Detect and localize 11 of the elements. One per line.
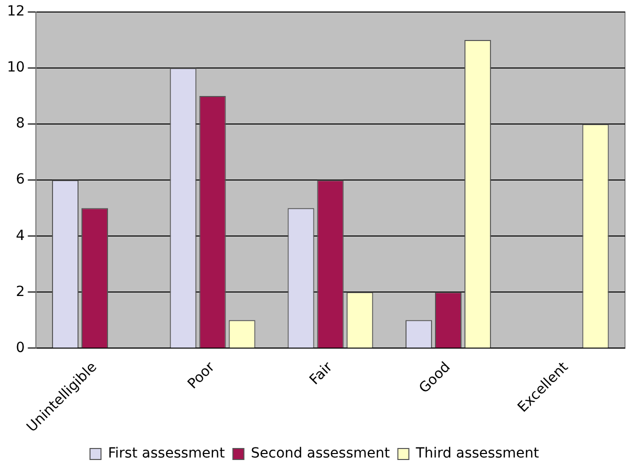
y-tick-label: 2 xyxy=(16,284,25,300)
legend-label: Second assessment xyxy=(250,446,390,462)
y-tick-label: 0 xyxy=(16,340,25,356)
y-tick-label: 10 xyxy=(6,60,25,76)
y-tick-label: 4 xyxy=(16,228,25,244)
legend-label: First assessment xyxy=(108,446,226,462)
legend-label: Third assessment xyxy=(414,446,540,462)
y-tick-label: 12 xyxy=(6,4,25,20)
y-tick-label: 8 xyxy=(16,116,25,132)
x-tick-label: Fair xyxy=(306,359,336,388)
y-tick-label: 6 xyxy=(16,172,25,188)
